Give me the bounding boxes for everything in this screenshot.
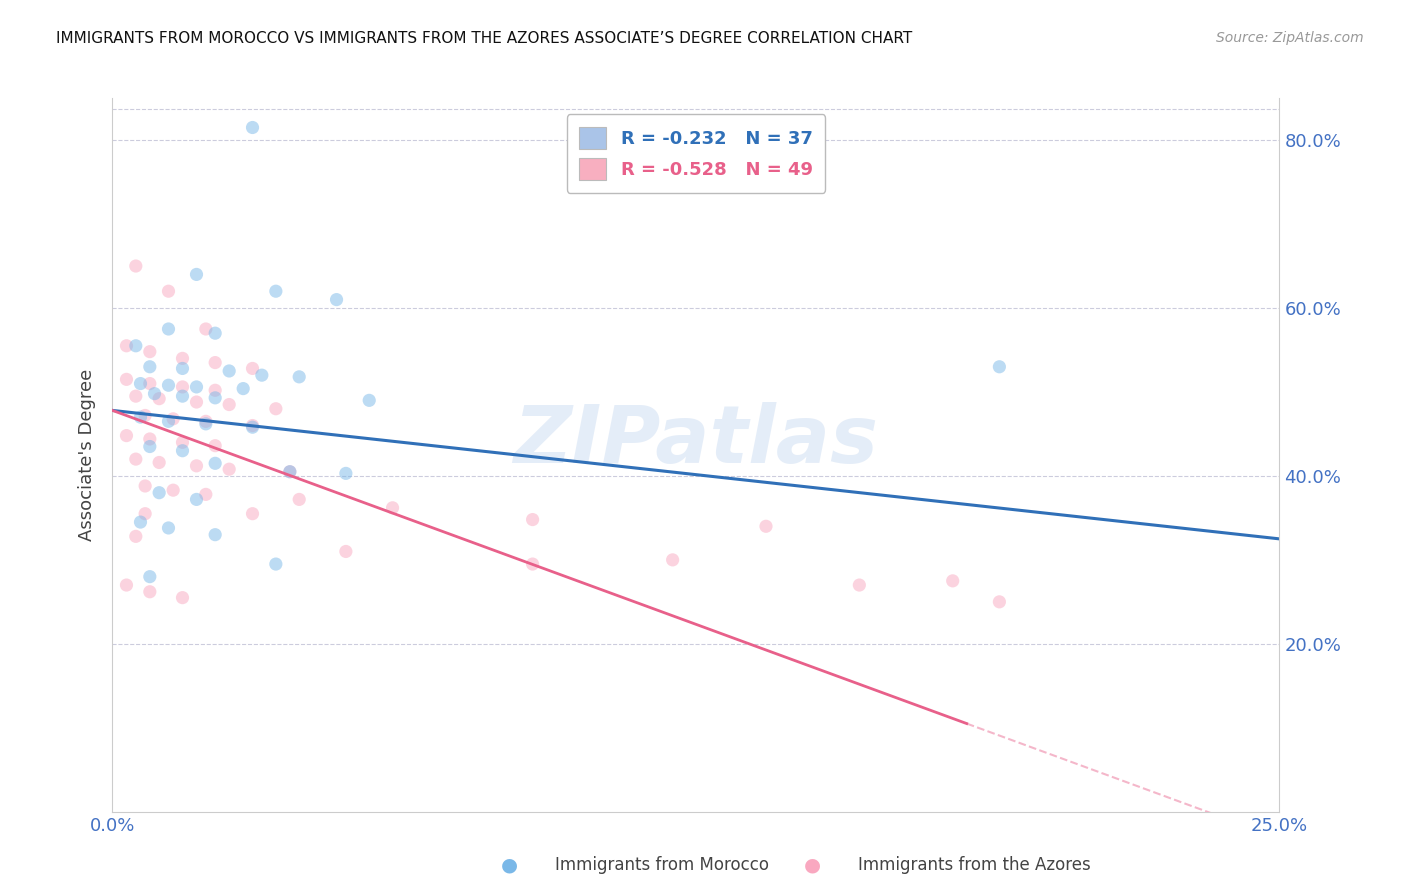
Point xyxy=(522,512,544,526)
Point xyxy=(848,578,870,592)
Point xyxy=(194,414,217,428)
Point xyxy=(172,351,194,366)
Text: Source: ZipAtlas.com: Source: ZipAtlas.com xyxy=(1216,31,1364,45)
Point xyxy=(115,339,138,353)
Point xyxy=(172,435,194,450)
Point xyxy=(157,284,180,298)
Text: IMMIGRANTS FROM MOROCCO VS IMMIGRANTS FROM THE AZORES ASSOCIATE’S DEGREE CORRELA: IMMIGRANTS FROM MOROCCO VS IMMIGRANTS FR… xyxy=(56,31,912,46)
Point xyxy=(242,120,264,135)
Point xyxy=(125,529,148,543)
Point xyxy=(157,521,180,535)
Point xyxy=(522,557,544,571)
Legend: R = -0.232   N = 37, R = -0.528   N = 49: R = -0.232 N = 37, R = -0.528 N = 49 xyxy=(567,114,825,193)
Point xyxy=(264,401,287,416)
Point xyxy=(129,515,152,529)
Point xyxy=(134,507,156,521)
Point xyxy=(172,380,194,394)
Point xyxy=(278,465,301,479)
Point xyxy=(139,569,162,583)
Point xyxy=(242,507,264,521)
Point xyxy=(162,483,184,498)
Point xyxy=(172,443,194,458)
Point xyxy=(335,544,357,558)
Point xyxy=(125,339,148,353)
Point xyxy=(134,479,156,493)
Y-axis label: Associate's Degree: Associate's Degree xyxy=(77,368,96,541)
Point xyxy=(157,378,180,392)
Point xyxy=(204,355,226,369)
Point xyxy=(218,398,240,412)
Point xyxy=(250,368,273,383)
Point xyxy=(139,344,162,359)
Point xyxy=(125,259,148,273)
Point xyxy=(661,553,683,567)
Text: Immigrants from the Azores: Immigrants from the Azores xyxy=(858,856,1091,874)
Point xyxy=(242,420,264,434)
Point xyxy=(264,284,287,298)
Point xyxy=(125,389,148,403)
Point xyxy=(139,584,162,599)
Point xyxy=(942,574,965,588)
Point xyxy=(186,458,208,473)
Point xyxy=(186,380,208,394)
Point xyxy=(242,418,264,433)
Point xyxy=(278,465,301,479)
Point xyxy=(242,361,264,376)
Point xyxy=(218,364,240,378)
Point xyxy=(139,432,162,446)
Point xyxy=(204,456,226,470)
Point xyxy=(134,409,156,423)
Point xyxy=(232,382,254,396)
Point xyxy=(186,268,208,282)
Point xyxy=(157,414,180,428)
Point xyxy=(988,359,1011,374)
Point xyxy=(157,322,180,336)
Text: ZIPatlas: ZIPatlas xyxy=(513,401,879,480)
Point xyxy=(139,440,162,454)
Point xyxy=(148,455,170,469)
Point xyxy=(264,557,287,571)
Point xyxy=(204,439,226,453)
Point xyxy=(172,591,194,605)
Point xyxy=(172,361,194,376)
Point xyxy=(115,428,138,442)
Point xyxy=(172,389,194,403)
Point xyxy=(186,395,208,409)
Point xyxy=(381,500,404,515)
Point xyxy=(115,372,138,386)
Point xyxy=(335,467,357,481)
Point xyxy=(139,376,162,391)
Point xyxy=(288,369,311,384)
Point xyxy=(194,322,217,336)
Point xyxy=(143,386,166,401)
Point xyxy=(204,384,226,398)
Point xyxy=(115,578,138,592)
Text: ●: ● xyxy=(804,855,821,875)
Point xyxy=(325,293,347,307)
Text: ●: ● xyxy=(501,855,517,875)
Text: Immigrants from Morocco: Immigrants from Morocco xyxy=(555,856,769,874)
Point xyxy=(204,326,226,341)
Point xyxy=(204,527,226,541)
Point xyxy=(218,462,240,476)
Point xyxy=(139,359,162,374)
Point xyxy=(148,392,170,406)
Point xyxy=(148,485,170,500)
Point xyxy=(129,376,152,391)
Point xyxy=(162,412,184,426)
Point xyxy=(204,391,226,405)
Point xyxy=(359,393,381,408)
Point xyxy=(194,487,217,501)
Point xyxy=(988,595,1011,609)
Point xyxy=(755,519,778,533)
Point xyxy=(129,410,152,425)
Point xyxy=(288,492,311,507)
Point xyxy=(194,417,217,431)
Point xyxy=(125,452,148,467)
Point xyxy=(186,492,208,507)
